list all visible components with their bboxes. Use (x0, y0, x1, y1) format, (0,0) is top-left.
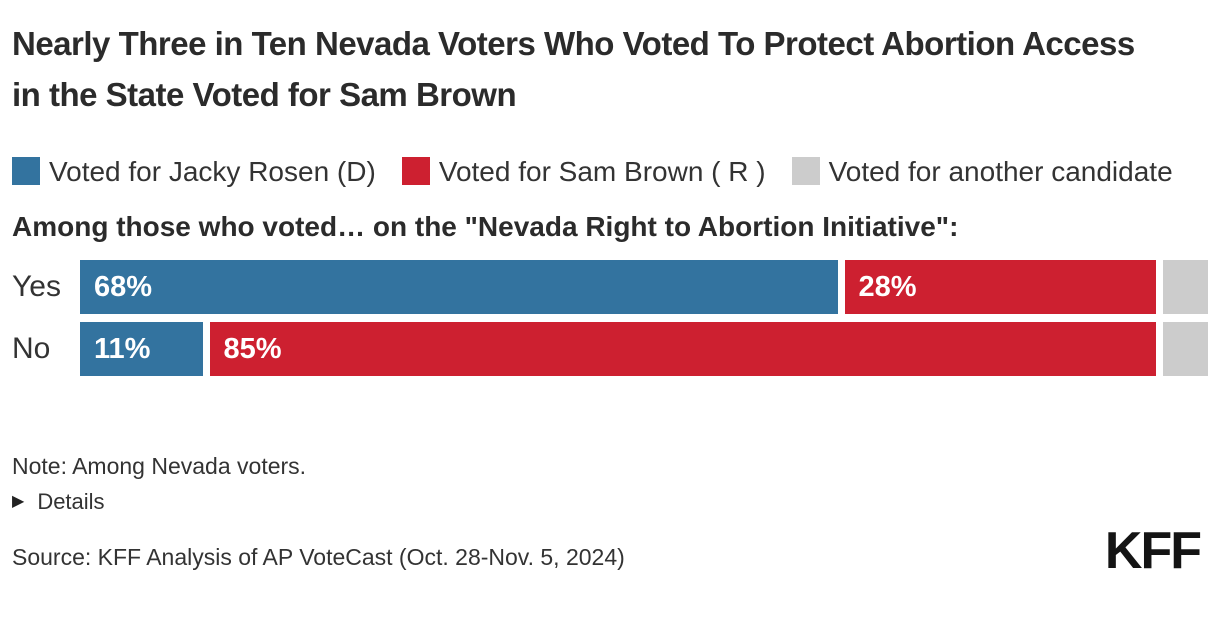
source-text: Source: KFF Analysis of AP VoteCast (Oct… (12, 544, 625, 570)
category-label-yes: Yes (12, 270, 61, 303)
bar-segment[interactable] (1163, 260, 1208, 314)
bar-row-no: No 11% 85% (12, 322, 1209, 376)
bar-value-label: 68% (94, 270, 153, 303)
bar-segment[interactable]: 85% (209, 322, 1157, 376)
bar-segment[interactable]: 28% (844, 260, 1157, 314)
category-label-no: No (12, 332, 51, 365)
bar-value-label: 85% (223, 332, 282, 365)
kff-logo: KFF (1104, 522, 1202, 580)
bar-track: 68% 28% (80, 260, 1208, 314)
bar-segment[interactable]: 11% (80, 322, 203, 376)
legend: Voted for Jacky Rosen (D) Voted for Sam B… (12, 144, 1208, 199)
bar-value-label: 11% (94, 332, 151, 365)
bar-track: 11% 85% (80, 322, 1209, 376)
bar-row-yes: Yes 68% 28% (12, 260, 1208, 314)
details-toggle[interactable]: ▶ Details (12, 489, 105, 515)
bar-segment[interactable] (1163, 322, 1209, 376)
triangle-right-icon: ▶ (12, 493, 25, 510)
legend-item-0: Voted for Jacky Rosen (D) (12, 156, 376, 187)
legend-label: Voted for Jacky Rosen (D) (49, 156, 376, 187)
bar-segment[interactable]: 68% (80, 260, 838, 314)
bar-value-label: 28% (858, 270, 917, 303)
legend-swatch-icon (12, 157, 40, 185)
legend-label: Voted for Sam Brown ( R ) (438, 156, 766, 187)
legend-swatch-icon (791, 157, 820, 185)
note-text: Note: Among Nevada voters. (12, 453, 307, 479)
details-label: Details (37, 489, 105, 514)
chart-subtitle: Among those who voted… on the "Nevada Ri… (12, 211, 959, 242)
page-title: Nearly Three in Ten Nevada Voters Who Vo… (12, 25, 1135, 113)
stacked-bar-chart: Yes 68% 28% No 11% 85% (12, 260, 1209, 376)
legend-item-1: Voted for Sam Brown ( R ) (401, 156, 766, 187)
legend-item-2: Voted for another candidate (791, 156, 1173, 187)
legend-label: Voted for another candidate (828, 156, 1173, 187)
footer: Source: KFF Analysis of AP VoteCast (Oct… (12, 525, 1208, 577)
legend-swatch-icon (401, 157, 430, 185)
